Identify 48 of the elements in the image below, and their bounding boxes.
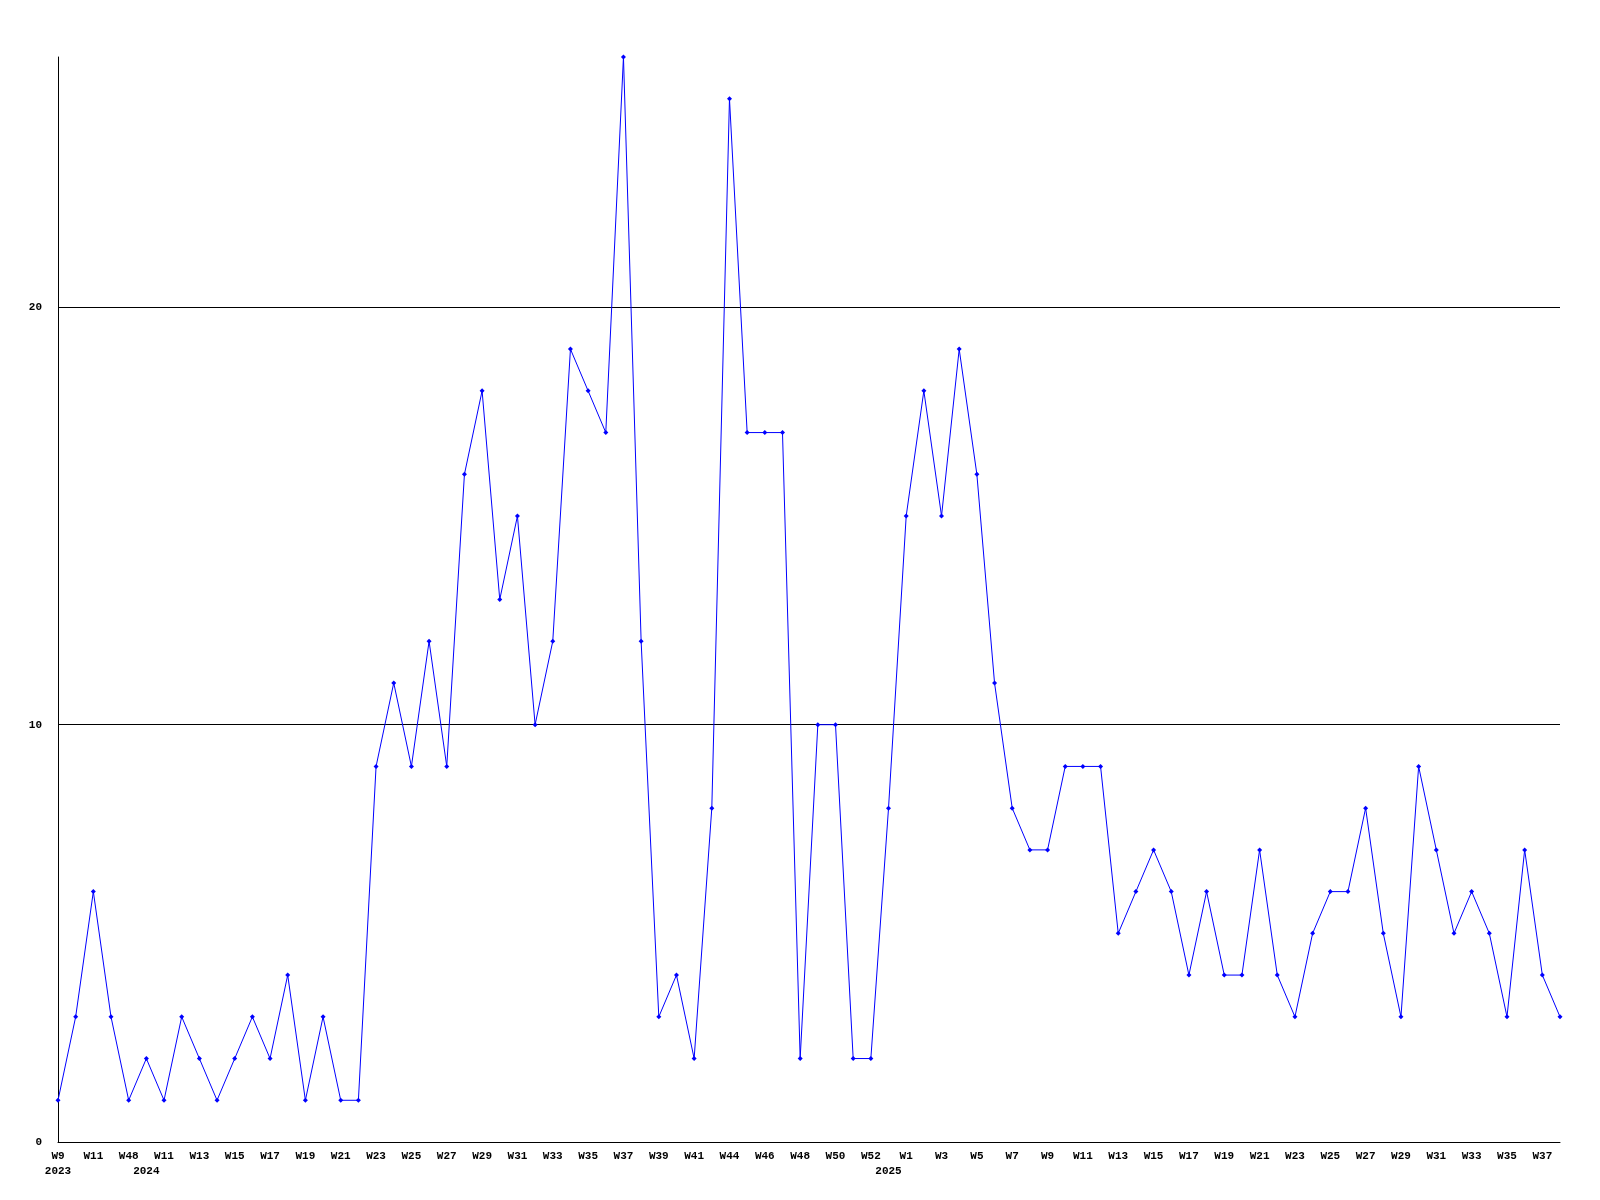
x-tick-label: W25 — [1320, 1149, 1341, 1162]
x-tick-label: 2024 — [133, 1164, 160, 1177]
x-tick-label: W9 2023 — [44, 1149, 72, 1177]
x-tick-label: W5 — [970, 1149, 984, 1162]
y-tick-label: 0 — [35, 1136, 42, 1148]
x-tick-label: W11 — [1072, 1149, 1094, 1162]
x-tick-label: W21 — [1249, 1149, 1270, 1162]
x-tick-label: W23 — [366, 1149, 387, 1162]
x-tick-label: W31 — [1426, 1149, 1447, 1162]
x-tick-label: W33 — [542, 1149, 564, 1162]
x-tick-label: W39 — [648, 1149, 669, 1162]
x-tick-label: W15 — [224, 1149, 245, 1162]
y-tick-label: 20 — [28, 301, 42, 314]
x-tick-label: W48 — [118, 1149, 139, 1162]
x-tick-label: W48 — [790, 1149, 811, 1162]
x-tick-label: W29 — [1391, 1149, 1411, 1162]
x-tick-label: W15 — [1143, 1149, 1164, 1162]
x-tick-label: W7 — [1005, 1149, 1019, 1162]
x-tick-label: W13 — [189, 1149, 210, 1162]
x-tick-label: W19 — [1214, 1149, 1235, 1162]
x-tick-label: W44 — [719, 1149, 740, 1162]
x-tick-label: W52 — [860, 1149, 881, 1162]
x-tick-label: W29 — [472, 1149, 492, 1162]
x-tick-label: W13 — [1108, 1149, 1129, 1162]
x-tick-label: W50 — [825, 1149, 846, 1162]
x-tick-label: W35 — [1497, 1149, 1518, 1162]
x-tick-label: W37 — [1532, 1149, 1553, 1162]
x-tick-label: W9 — [1040, 1149, 1055, 1162]
x-tick-label: W25 — [401, 1149, 422, 1162]
x-tick-label: W19 — [295, 1149, 316, 1162]
x-tick-label: W31 — [507, 1149, 528, 1162]
x-tick-label: W37 — [613, 1149, 634, 1162]
x-tick-label: W27 — [436, 1149, 457, 1162]
y-tick-label: 10 — [28, 718, 42, 731]
x-tick-label: W23 — [1285, 1149, 1306, 1162]
x-tick-label: W41 — [684, 1149, 705, 1162]
x-tick-label: 2025 — [875, 1164, 903, 1177]
x-tick-label: W11 — [83, 1149, 104, 1162]
x-tick-label: W11 — [154, 1149, 175, 1162]
x-tick-label: W46 — [754, 1149, 775, 1162]
x-tick-label: W35 — [578, 1149, 599, 1162]
x-tick-label: W17 — [260, 1149, 280, 1162]
x-tick-label: W3 — [934, 1149, 949, 1162]
x-tick-label: W17 — [1179, 1149, 1199, 1162]
x-tick-label: W27 — [1355, 1149, 1376, 1162]
x-tick-label: W1 — [899, 1149, 914, 1162]
x-tick-label: W33 — [1461, 1149, 1482, 1162]
x-tick-label: W21 — [330, 1149, 352, 1162]
